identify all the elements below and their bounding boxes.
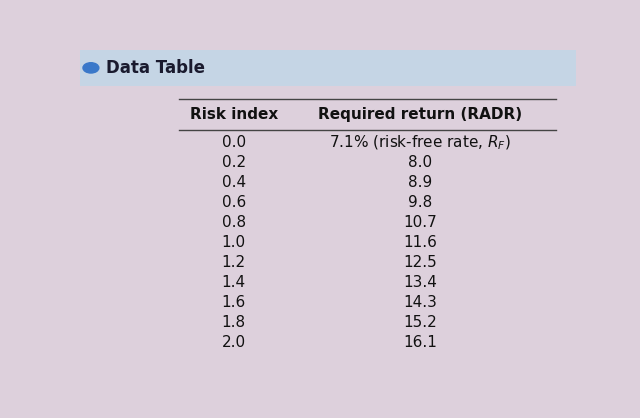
Circle shape <box>83 63 99 73</box>
Text: 13.4: 13.4 <box>403 275 436 290</box>
Text: 9.8: 9.8 <box>408 195 432 210</box>
Text: 11.6: 11.6 <box>403 235 436 250</box>
Text: 1.2: 1.2 <box>221 255 246 270</box>
Text: 10.7: 10.7 <box>403 215 436 230</box>
Text: 1.0: 1.0 <box>221 235 246 250</box>
Text: 0.8: 0.8 <box>221 215 246 230</box>
Text: 8.9: 8.9 <box>408 176 432 190</box>
Text: 1.6: 1.6 <box>221 295 246 310</box>
Text: 0.4: 0.4 <box>221 176 246 190</box>
Text: 15.2: 15.2 <box>403 315 436 330</box>
Text: 7.1% (risk-free rate, $\mathit{R_F}$): 7.1% (risk-free rate, $\mathit{R_F}$) <box>329 134 511 152</box>
Text: Risk index: Risk index <box>189 107 278 122</box>
Text: 12.5: 12.5 <box>403 255 436 270</box>
FancyBboxPatch shape <box>80 50 576 86</box>
Text: 14.3: 14.3 <box>403 295 436 310</box>
Text: 0.0: 0.0 <box>221 135 246 150</box>
Text: 1.4: 1.4 <box>221 275 246 290</box>
Text: Required return (RADR): Required return (RADR) <box>317 107 522 122</box>
Text: Data Table: Data Table <box>106 59 205 77</box>
Text: 2.0: 2.0 <box>221 335 246 350</box>
Text: 8.0: 8.0 <box>408 155 432 171</box>
Text: 16.1: 16.1 <box>403 335 436 350</box>
Text: 0.6: 0.6 <box>221 195 246 210</box>
Text: 1.8: 1.8 <box>221 315 246 330</box>
Text: 0.2: 0.2 <box>221 155 246 171</box>
